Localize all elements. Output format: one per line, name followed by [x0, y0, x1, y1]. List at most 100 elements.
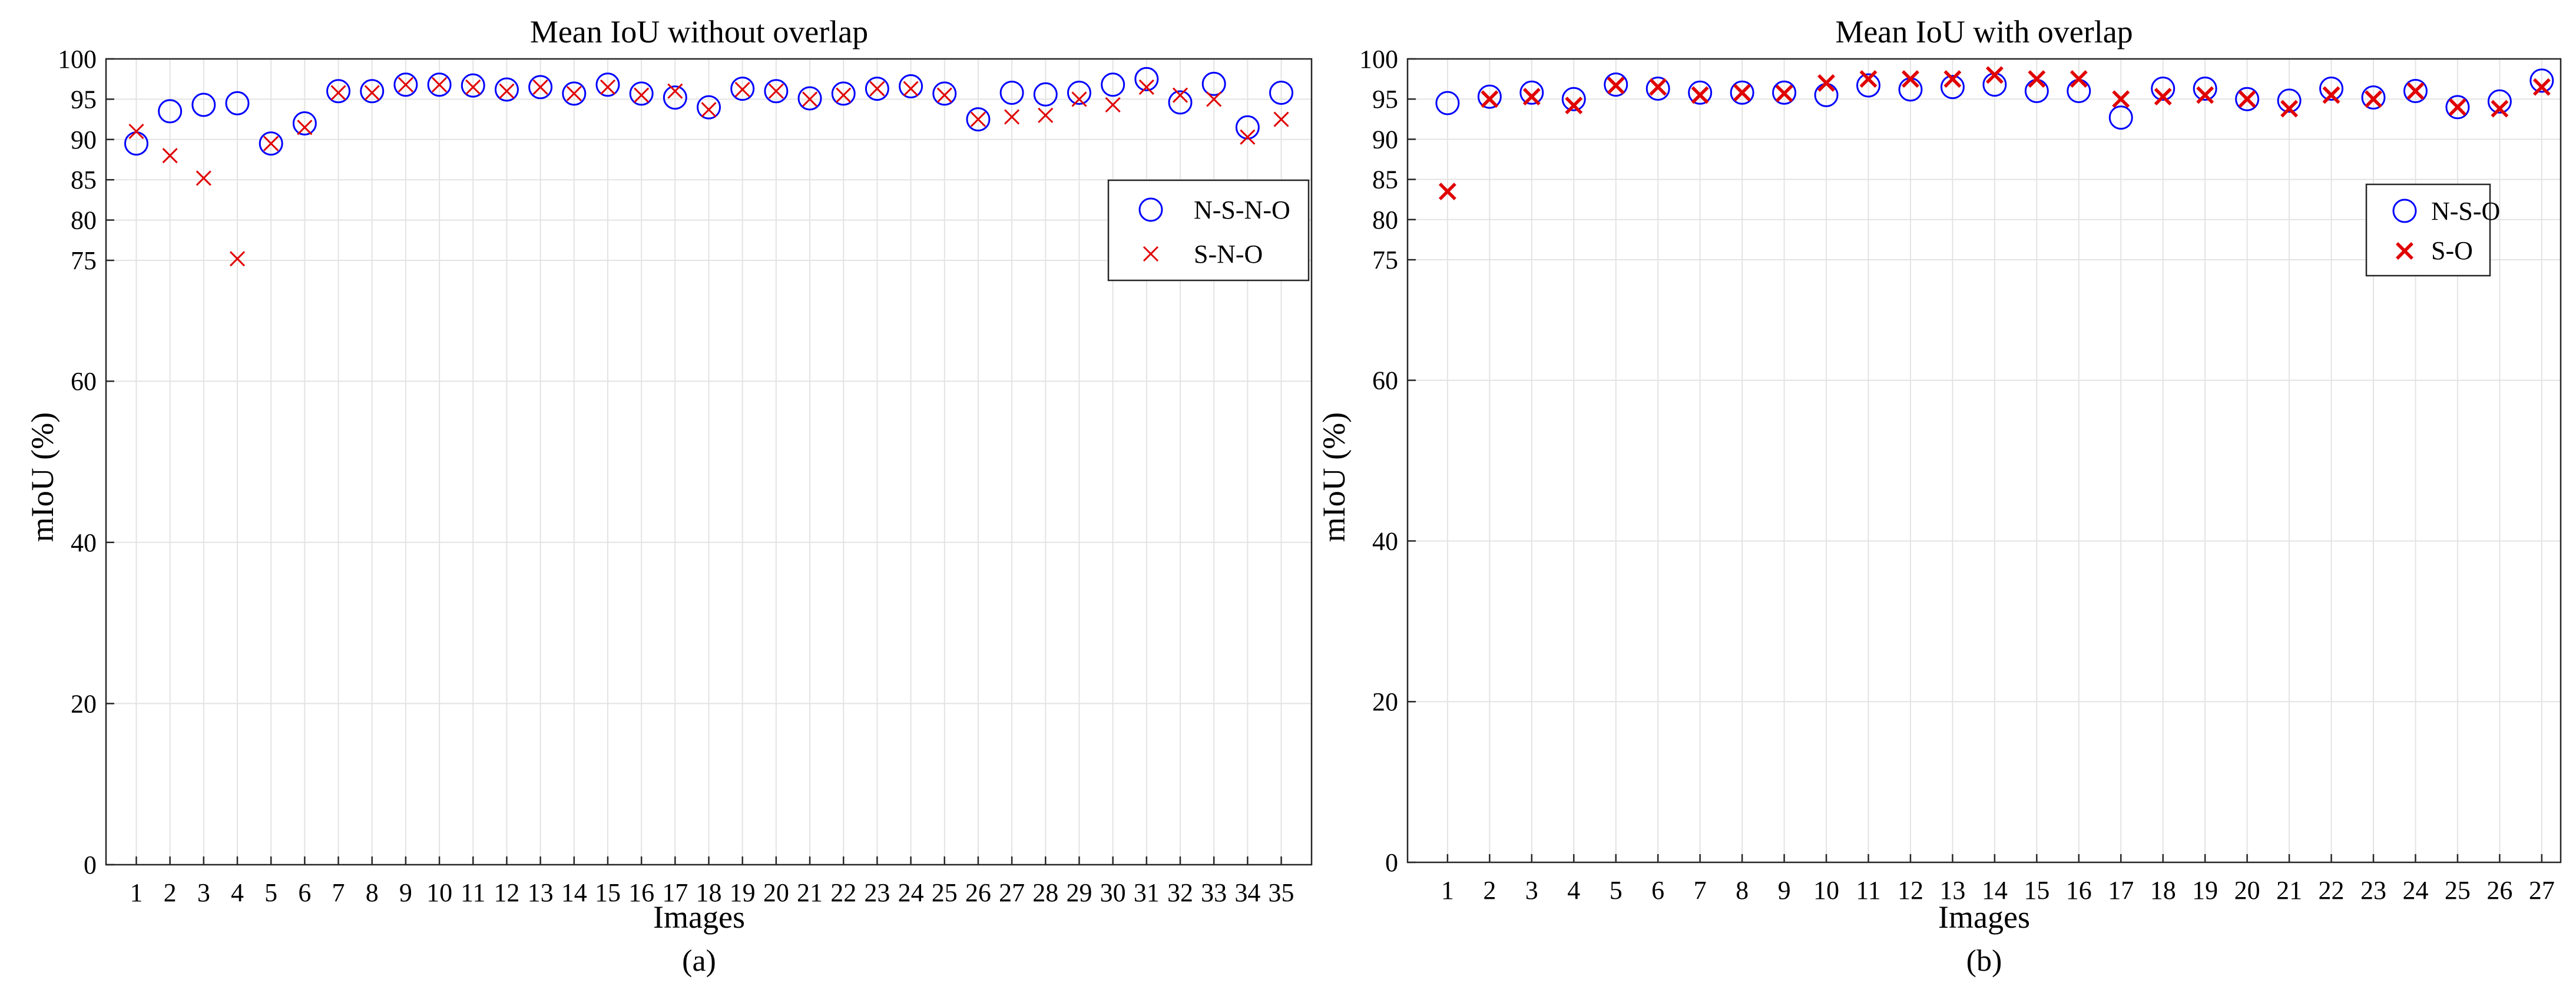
x-tick-label: 7: [1694, 876, 1707, 905]
data-point-n-s-o: [1772, 80, 1797, 105]
data-point-n-s-n-o: [326, 79, 351, 104]
x-tick-label: 16: [628, 878, 654, 907]
figure-label-a: (a): [682, 944, 716, 978]
legend: N-S-O S-O: [2365, 183, 2500, 277]
y-tick-label: 100: [58, 45, 97, 74]
x-tick-label: 21: [2276, 876, 2302, 905]
data-point-s-n-o: [1138, 79, 1154, 95]
x-tick-label: 23: [2360, 876, 2386, 905]
data-point-s-n-o: [802, 91, 818, 107]
data-point-n-s-o: [2193, 76, 2217, 101]
legend-label-n-s-n-o: N-S-N-O: [1194, 196, 1290, 224]
x-tick-label: 9: [399, 878, 412, 907]
data-point-s-n-o: [398, 77, 413, 92]
x-tick-label: 19: [730, 878, 756, 907]
data-point-n-s-o: [2445, 95, 2470, 120]
data-point-n-s-n-o: [932, 81, 957, 106]
data-point-n-s-o: [2319, 76, 2344, 101]
x-tick-label: 24: [898, 878, 924, 907]
data-point-s-n-o: [734, 81, 750, 98]
data-point-s-o: [1691, 86, 1709, 104]
data-point-s-o: [2112, 90, 2130, 108]
data-point-s-n-o: [1273, 111, 1289, 127]
data-point-n-s-n-o: [999, 80, 1024, 105]
data-point-s-n-o: [263, 135, 279, 151]
data-point-s-n-o: [936, 87, 952, 103]
data-point-s-n-o: [499, 83, 515, 99]
data-point-s-n-o: [1038, 107, 1054, 123]
x-tick-label: 22: [830, 878, 856, 907]
x-tick-label: 10: [1813, 876, 1839, 905]
data-point-s-n-o: [768, 83, 784, 99]
data-point-n-s-n-o: [1101, 72, 1125, 97]
data-point-s-n-o: [600, 79, 616, 95]
data-point-n-s-n-o: [1269, 80, 1294, 105]
x-tick-label: 17: [662, 878, 688, 907]
y-tick-label: 85: [71, 166, 97, 194]
legend-label-n-s-o: N-S-O: [2431, 197, 2500, 226]
plot-frame: [1406, 58, 2562, 864]
x-axis-label: Images: [1938, 899, 2030, 935]
data-point-s-o: [1565, 97, 1583, 115]
data-point-s-n-o: [162, 148, 178, 164]
data-point-n-s-n-o: [528, 75, 553, 100]
data-point-s-n-o: [465, 79, 481, 95]
x-tick-label: 3: [197, 878, 210, 907]
y-axis-ticks: 0 20 40 60 75 80 85 90 95 100: [1359, 45, 1416, 877]
x-tick-label: 2: [164, 878, 177, 907]
data-point-s-n-o: [1206, 91, 1222, 107]
data-point-s-n-o: [330, 85, 346, 101]
y-tick-label: 90: [71, 125, 97, 154]
data-point-s-n-o: [903, 81, 919, 97]
data-point-n-s-o: [1645, 76, 1670, 101]
x-tick-label: 20: [2234, 876, 2260, 905]
data-point-s-n-o: [364, 85, 380, 101]
x-tick-label: 22: [2319, 876, 2345, 905]
x-tick-label: 11: [461, 878, 485, 907]
data-point-n-s-o: [2487, 89, 2512, 114]
x-tick-label: 3: [1525, 876, 1538, 905]
x-tick-label: 5: [1610, 876, 1623, 905]
data-point-s-n-o: [667, 83, 683, 99]
data-point-n-s-n-o: [1201, 71, 1226, 96]
y-tick-label: 80: [71, 206, 97, 235]
data-point-s-o: [2238, 90, 2256, 108]
x-tick-label: 6: [1651, 876, 1664, 905]
x-tick-label: 12: [1898, 876, 1923, 905]
x-tick-label: 30: [1100, 878, 1126, 907]
x-tick-label: 1: [1441, 876, 1454, 905]
y-tick-label: 40: [1372, 527, 1398, 555]
chart-b: Mean IoU with overlap mIoU (%) Images (b…: [1316, 14, 2562, 978]
data-point-s-o: [2070, 70, 2088, 88]
data-point-s-n-o: [532, 79, 548, 95]
data-point-n-s-n-o: [427, 72, 452, 97]
legend-cross-marker: [2396, 242, 2413, 260]
data-point-n-s-n-o: [865, 77, 889, 101]
x-tick-label: 4: [1567, 876, 1580, 905]
y-tick-label: 100: [1359, 45, 1398, 74]
data-point-n-s-n-o: [697, 95, 721, 120]
data-point-n-s-o: [1561, 87, 1586, 111]
data-point-s-o: [2532, 78, 2551, 96]
data-point-s-n-o: [1004, 109, 1020, 125]
data-point-n-s-o: [2529, 68, 2554, 93]
y-tick-label: 95: [1372, 85, 1398, 114]
data-point-n-s-n-o: [158, 99, 183, 124]
x-tick-label: 31: [1134, 878, 1160, 907]
x-tick-label: 13: [1939, 876, 1965, 905]
y-tick-label: 75: [1372, 246, 1398, 274]
y-axis-ticks: 0 20 40 60 75 80 85 90 95 100: [58, 45, 114, 879]
data-point-n-s-n-o: [225, 91, 250, 115]
data-point-n-s-n-o: [1033, 82, 1058, 107]
data-markers: [124, 67, 1294, 267]
data-point-n-s-n-o: [899, 74, 923, 99]
data-point-s-n-o: [432, 77, 448, 92]
data-point-s-o: [1438, 183, 1456, 201]
x-tick-label: 29: [1066, 878, 1092, 907]
data-point-n-s-n-o: [494, 77, 519, 102]
data-point-s-n-o: [128, 124, 144, 140]
data-point-s-n-o: [1240, 129, 1256, 145]
y-tick-label: 20: [71, 689, 97, 718]
data-point-s-o: [2365, 90, 2382, 108]
